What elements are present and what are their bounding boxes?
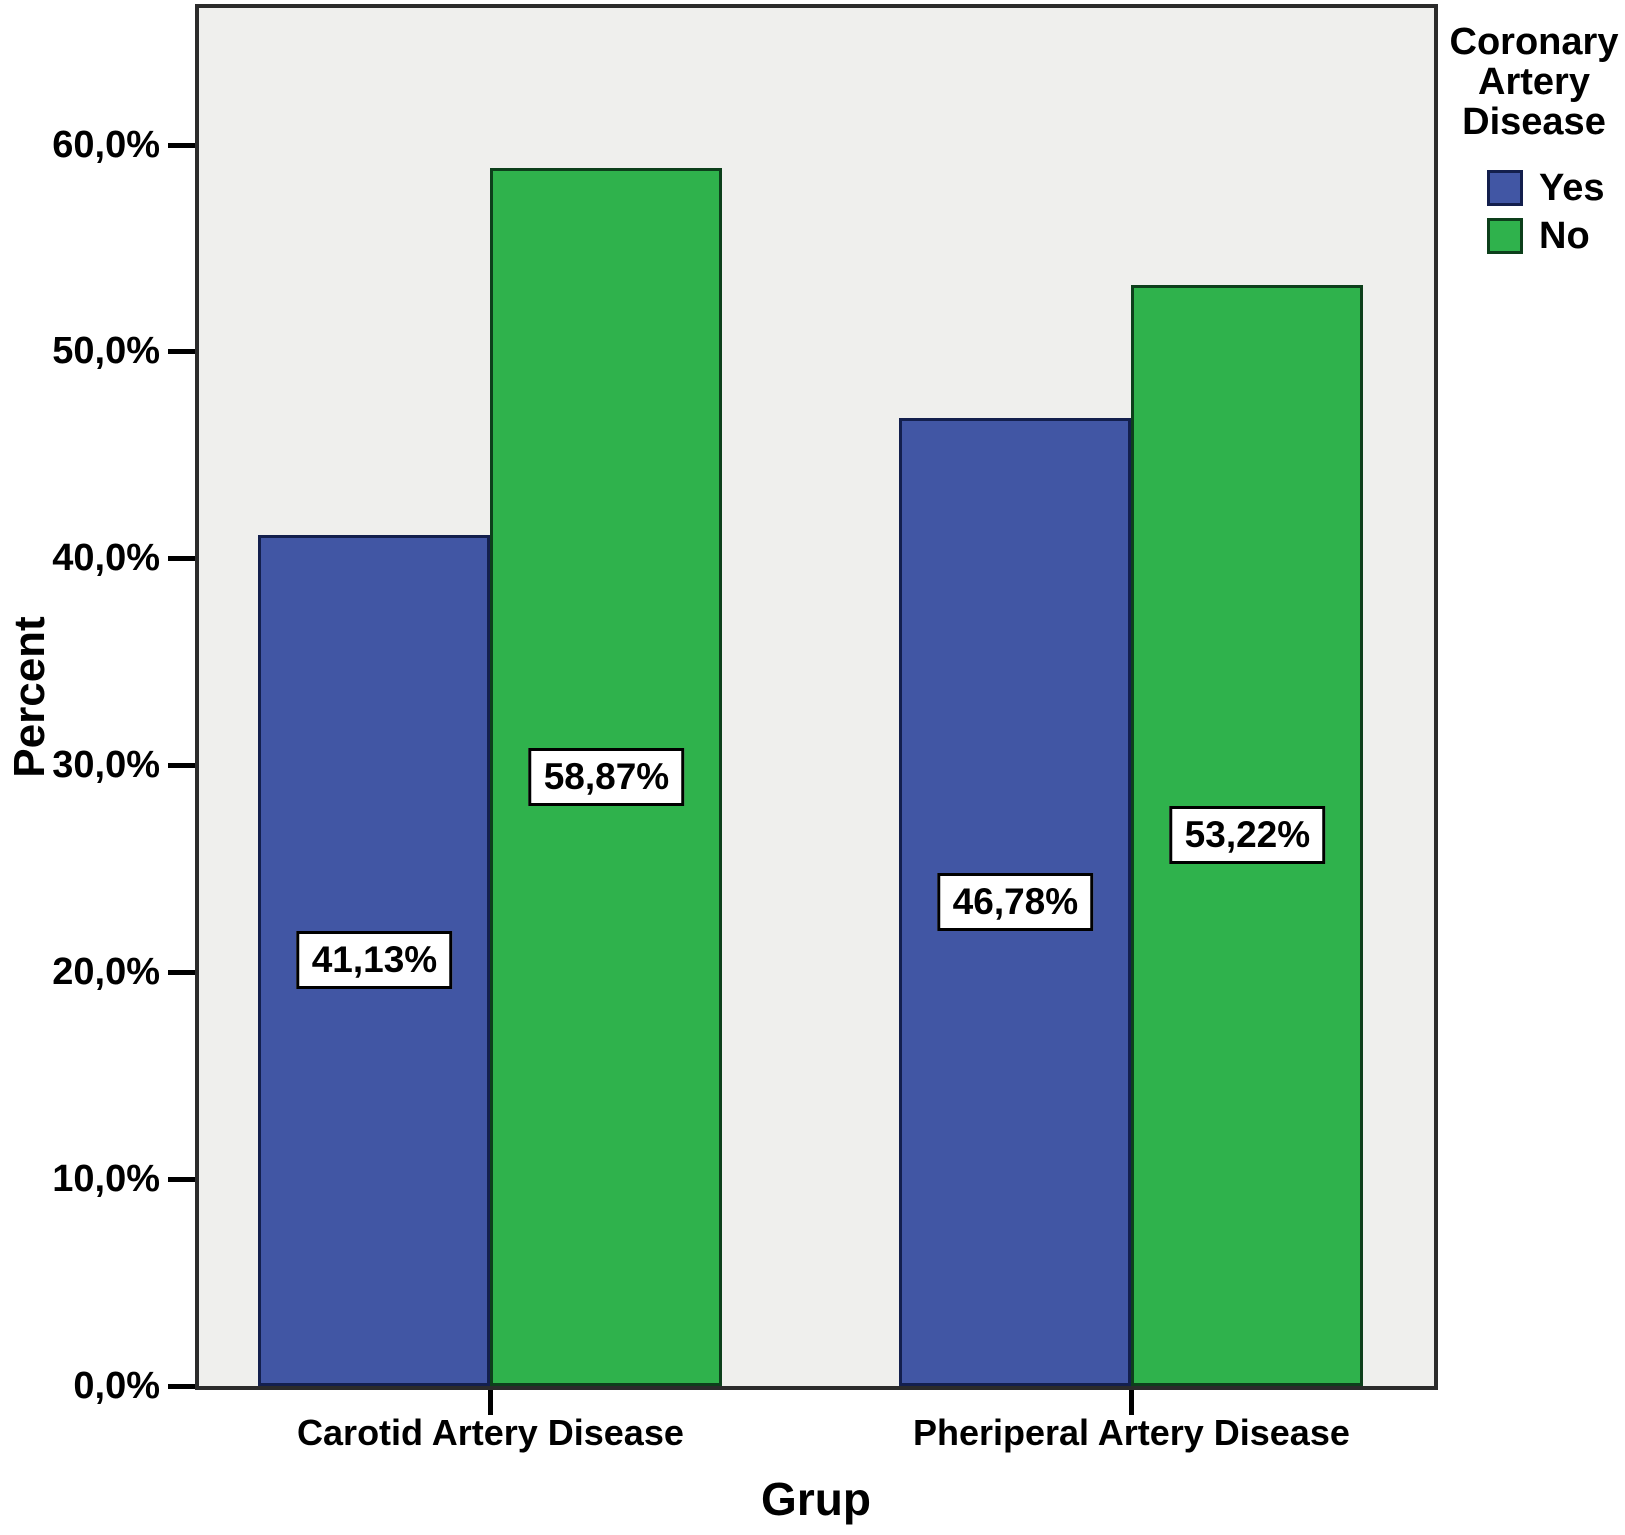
bar-value-label-yes-carotid-artery-disease: 41,13%: [296, 931, 453, 990]
legend: Coronary Artery Disease Yes No: [1443, 22, 1625, 264]
y-axis-tick: [168, 763, 195, 769]
legend-label-no: No: [1539, 215, 1590, 257]
bar-value-label-no-carotid-artery-disease: 58,87%: [528, 747, 685, 806]
y-axis-tick: [168, 1384, 195, 1389]
legend-title: Coronary Artery Disease: [1443, 22, 1625, 142]
x-category-label: Carotid Artery Disease: [297, 1412, 684, 1453]
y-axis-tick-label: 40,0%: [52, 537, 160, 580]
legend-entry-no: No: [1487, 216, 1625, 256]
bar-value-label-no-pheriperal-artery-disease: 53,22%: [1169, 806, 1326, 865]
yes-color-swatch: [1487, 170, 1523, 206]
y-axis-tick: [168, 556, 195, 562]
x-category-label: Pheriperal Artery Disease: [912, 1412, 1350, 1453]
legend-title-line: Disease: [1462, 101, 1606, 143]
x-axis-tick: [1129, 1390, 1135, 1415]
x-axis-title: Grup: [761, 1473, 871, 1525]
y-axis-tick-label: 50,0%: [52, 330, 160, 373]
y-axis-tick: [168, 142, 195, 148]
x-axis-tick: [488, 1390, 494, 1415]
legend-title-line: Artery: [1478, 61, 1590, 103]
legend-entry-yes: Yes: [1487, 168, 1625, 208]
no-color-swatch: [1487, 218, 1523, 254]
y-axis-tick-label: 60,0%: [52, 123, 160, 166]
legend-title-line: Coronary: [1449, 21, 1619, 63]
y-axis-tick: [168, 349, 195, 355]
y-axis-tick-label: 20,0%: [52, 951, 160, 994]
legend-entries: Yes No: [1443, 168, 1625, 256]
y-axis-tick: [168, 970, 195, 976]
y-axis-tick: [168, 1177, 195, 1183]
legend-label-yes: Yes: [1539, 167, 1605, 209]
y-axis-tick-label: 0,0%: [73, 1365, 160, 1407]
y-axis-tick-label: 30,0%: [52, 744, 160, 787]
bar-value-label-yes-pheriperal-artery-disease: 46,78%: [937, 873, 1094, 932]
y-axis-tick-label: 10,0%: [52, 1158, 160, 1201]
